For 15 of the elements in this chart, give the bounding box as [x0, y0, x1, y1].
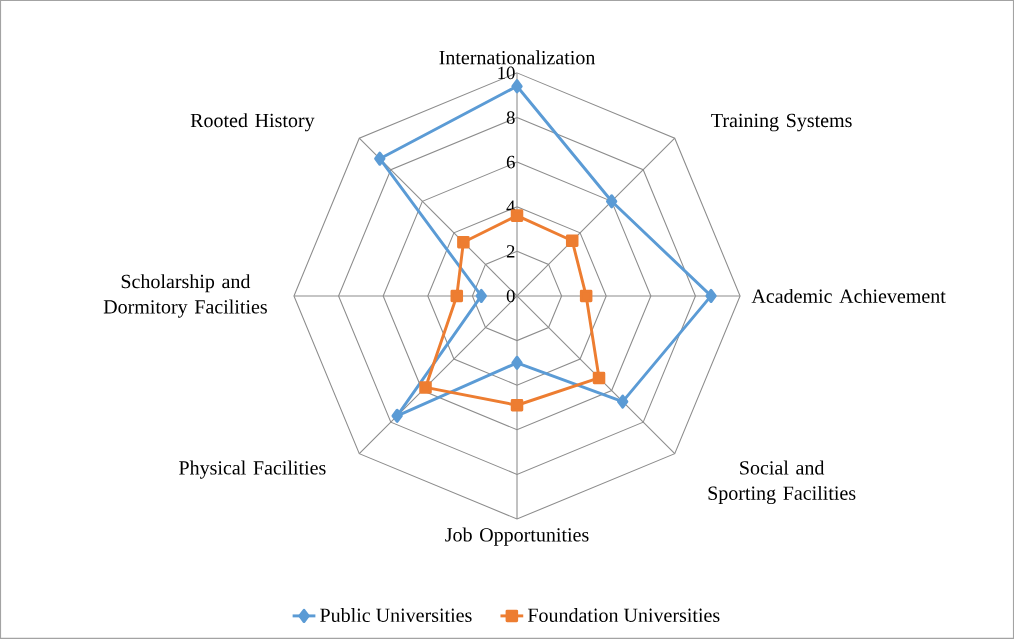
spoke-label: Academic Achievement	[751, 288, 946, 304]
spoke-label: Social and Sporting Facilities	[708, 460, 856, 505]
spoke-label: Rooted History	[190, 113, 315, 132]
y-tick-label: 2	[506, 245, 515, 258]
spoke-label: Training Systems	[711, 113, 852, 132]
y-tick-label: 10	[498, 66, 515, 80]
legend-label: Public Universities	[320, 608, 472, 623]
y-tick-label: 6	[506, 155, 515, 169]
spoke-label: Job Opportunities	[445, 527, 589, 546]
y-tick-label: 8	[506, 111, 515, 124]
spoke-label: Internationalization	[439, 50, 596, 65]
spoke-label: Scholarship and Dormitory Facilities	[103, 274, 267, 318]
spoke-label: Physical Facilities	[179, 460, 326, 479]
legend-label: Foundation Universities	[527, 608, 720, 623]
y-tick-label: 0	[506, 289, 515, 303]
